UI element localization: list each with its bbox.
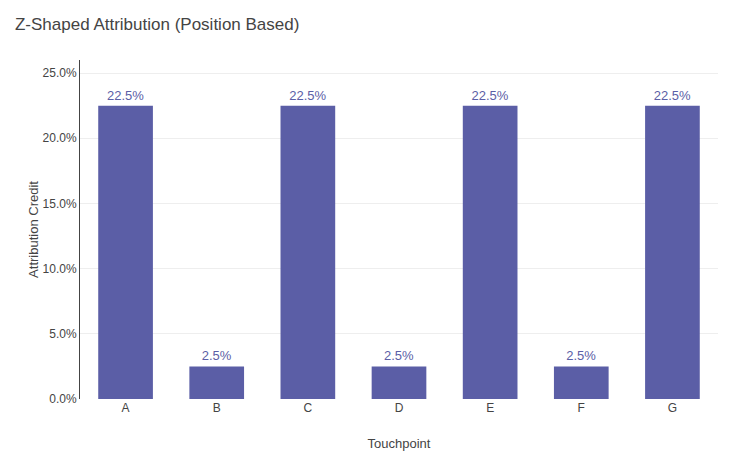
svg-text:22.5%: 22.5%	[654, 88, 691, 103]
svg-text:F: F	[578, 401, 585, 415]
svg-text:22.5%: 22.5%	[107, 88, 144, 103]
svg-text:2.5%: 2.5%	[202, 348, 232, 363]
svg-text:2.5%: 2.5%	[384, 348, 414, 363]
svg-text:D: D	[395, 401, 404, 415]
svg-text:2.5%: 2.5%	[566, 348, 596, 363]
svg-text:22.5%: 22.5%	[289, 88, 326, 103]
svg-text:Z-Shaped Attribution (Position: Z-Shaped Attribution (Position Based)	[15, 15, 299, 34]
svg-text:G: G	[668, 401, 677, 415]
svg-text:Touchpoint: Touchpoint	[368, 436, 431, 451]
svg-text:22.5%: 22.5%	[471, 88, 508, 103]
svg-text:20.0%: 20.0%	[43, 131, 77, 145]
svg-text:B: B	[213, 401, 221, 415]
svg-text:5.0%: 5.0%	[49, 327, 77, 341]
svg-text:C: C	[304, 401, 313, 415]
svg-text:Attribution Credit: Attribution Credit	[26, 181, 41, 278]
svg-text:0.0%: 0.0%	[49, 392, 77, 406]
svg-text:E: E	[486, 401, 494, 415]
svg-text:10.0%: 10.0%	[43, 262, 77, 276]
svg-text:15.0%: 15.0%	[43, 197, 77, 211]
svg-text:25.0%: 25.0%	[43, 66, 77, 80]
svg-text:A: A	[122, 401, 130, 415]
